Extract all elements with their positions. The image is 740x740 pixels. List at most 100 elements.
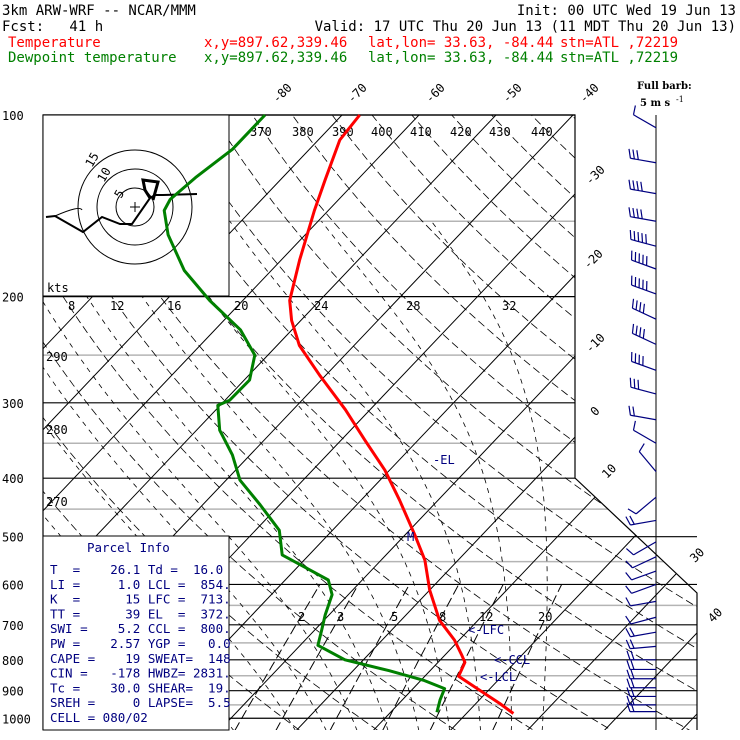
mixing-ratio-line — [491, 584, 563, 730]
theta-label: 290 — [46, 350, 68, 364]
barb-feather — [642, 328, 645, 339]
isotherm — [43, 115, 475, 730]
barb-feather — [645, 234, 647, 244]
wind-barb — [627, 496, 657, 515]
theta-label: 280 — [46, 423, 68, 437]
barb-feather — [641, 233, 644, 243]
barb-feather — [633, 231, 636, 241]
hodograph-trace-thin — [54, 208, 83, 217]
isotherm — [437, 115, 697, 730]
barb-feather — [629, 515, 635, 525]
mixing-ratio-line — [275, 584, 359, 730]
parcel-info-row: K = 15 LFC = 713. — [50, 592, 231, 607]
isotherm-label: 0 — [588, 404, 603, 419]
wind-barb — [632, 420, 657, 444]
mixing-ratio-line — [234, 584, 321, 730]
dry-adiabat — [515, 115, 697, 730]
init-time: Init: 00 UTC Wed 19 Jun 13 — [516, 3, 736, 19]
barb-feather — [637, 232, 640, 242]
isotherm-label: -20 — [581, 247, 606, 272]
wind-barb — [625, 515, 657, 526]
hodograph-ring — [77, 149, 193, 265]
barb-feather — [633, 378, 636, 389]
moist-adiabat-label: 20 — [234, 299, 248, 313]
dry-adiabat — [291, 115, 697, 730]
barb-shaft — [630, 600, 657, 607]
pressure-label: 1000 — [2, 712, 31, 726]
barb-legend-line1: Full barb: — [637, 81, 692, 92]
wind-barb — [625, 597, 657, 607]
wind-barb — [626, 650, 656, 661]
temperature-station: stn=ATL ,72219 — [560, 35, 679, 51]
wind-barb — [625, 556, 657, 569]
dry-adiabat — [104, 115, 697, 730]
dry-adiabat — [43, 115, 635, 730]
barb-feather — [627, 508, 637, 515]
barb-feather — [639, 302, 642, 312]
wind-barb — [629, 229, 657, 247]
barb-feather — [640, 181, 643, 192]
barb-feather — [632, 207, 635, 218]
barb-shaft — [630, 188, 657, 195]
theta-label: 400 — [371, 125, 393, 139]
barb-feather — [630, 669, 635, 679]
wind-barb — [628, 148, 657, 164]
dry-adiabat — [43, 115, 476, 730]
parcel-info: Parcel Info T = 26.1 Td = 16.0LI = 1.0 L… — [50, 540, 231, 725]
dry-adiabat — [43, 115, 555, 730]
hodograph-center-icon — [130, 202, 140, 212]
isotherm-label: -30 — [583, 163, 608, 188]
legend-temperature: Temperature — [8, 35, 101, 51]
barb-feather — [625, 560, 633, 569]
wind-barb — [628, 207, 657, 222]
barb-legend-exponent: -1 — [676, 95, 684, 104]
isotherm-label: -80 — [270, 81, 295, 106]
isotherm-label: -40 — [577, 81, 602, 106]
barb-shaft — [631, 570, 657, 581]
barb-shaft — [630, 616, 657, 625]
forecast-hour: Fcst: 41 h — [2, 19, 104, 35]
hodograph-ring — [96, 168, 174, 246]
barb-feather — [625, 639, 631, 649]
parcel-info-row: CAPE = 19 SWEAT= 148 — [50, 651, 231, 666]
wind-barb — [625, 583, 657, 594]
barb-shaft — [633, 541, 657, 556]
barb-feather — [632, 406, 635, 417]
temperature-profile — [288, 114, 515, 715]
m-marker: M — [407, 530, 414, 544]
barb-feather — [637, 379, 640, 390]
theta-label: 420 — [450, 125, 472, 139]
barb-shaft — [630, 386, 657, 395]
lcl-marker: <-LCL — [480, 670, 516, 684]
barb-feather — [625, 572, 633, 581]
barb-shaft — [631, 360, 657, 371]
barb-feather — [630, 687, 635, 697]
pressure-label: 800 — [2, 654, 24, 668]
isotherm — [206, 115, 697, 730]
moist-adiabat-label: 28 — [406, 299, 420, 313]
barb-legend: Full barb: 5 m s -1 — [637, 81, 692, 109]
isotherm — [43, 115, 398, 730]
mixing-ratio-label: 12 — [479, 610, 493, 624]
barb-feather — [625, 628, 631, 638]
dewpoint-latlon: lat,lon= 33.63, -84.44 — [368, 50, 554, 66]
barb-shaft — [630, 645, 657, 650]
barb-feather — [636, 150, 639, 160]
dry-adiabat — [216, 115, 697, 730]
wind-barb — [630, 250, 657, 270]
barb-shaft — [635, 496, 657, 515]
isotherm-label: -70 — [345, 81, 370, 106]
barb-feather — [629, 627, 635, 637]
barb-feather — [625, 516, 631, 526]
parcel-info-row: CELL = 080/02 — [50, 710, 148, 725]
mixing-ratio-label: 20 — [538, 610, 552, 624]
barb-feather — [630, 695, 635, 706]
wind-barb — [631, 323, 657, 345]
ccl-marker: <-CCL — [494, 653, 530, 667]
wind-barb — [631, 298, 657, 320]
mixing-ratio-label: 3 — [337, 610, 344, 624]
dry-adiabat — [66, 115, 697, 730]
wind-barb — [626, 678, 656, 689]
mixing-ratio-label: 5 — [391, 610, 398, 624]
